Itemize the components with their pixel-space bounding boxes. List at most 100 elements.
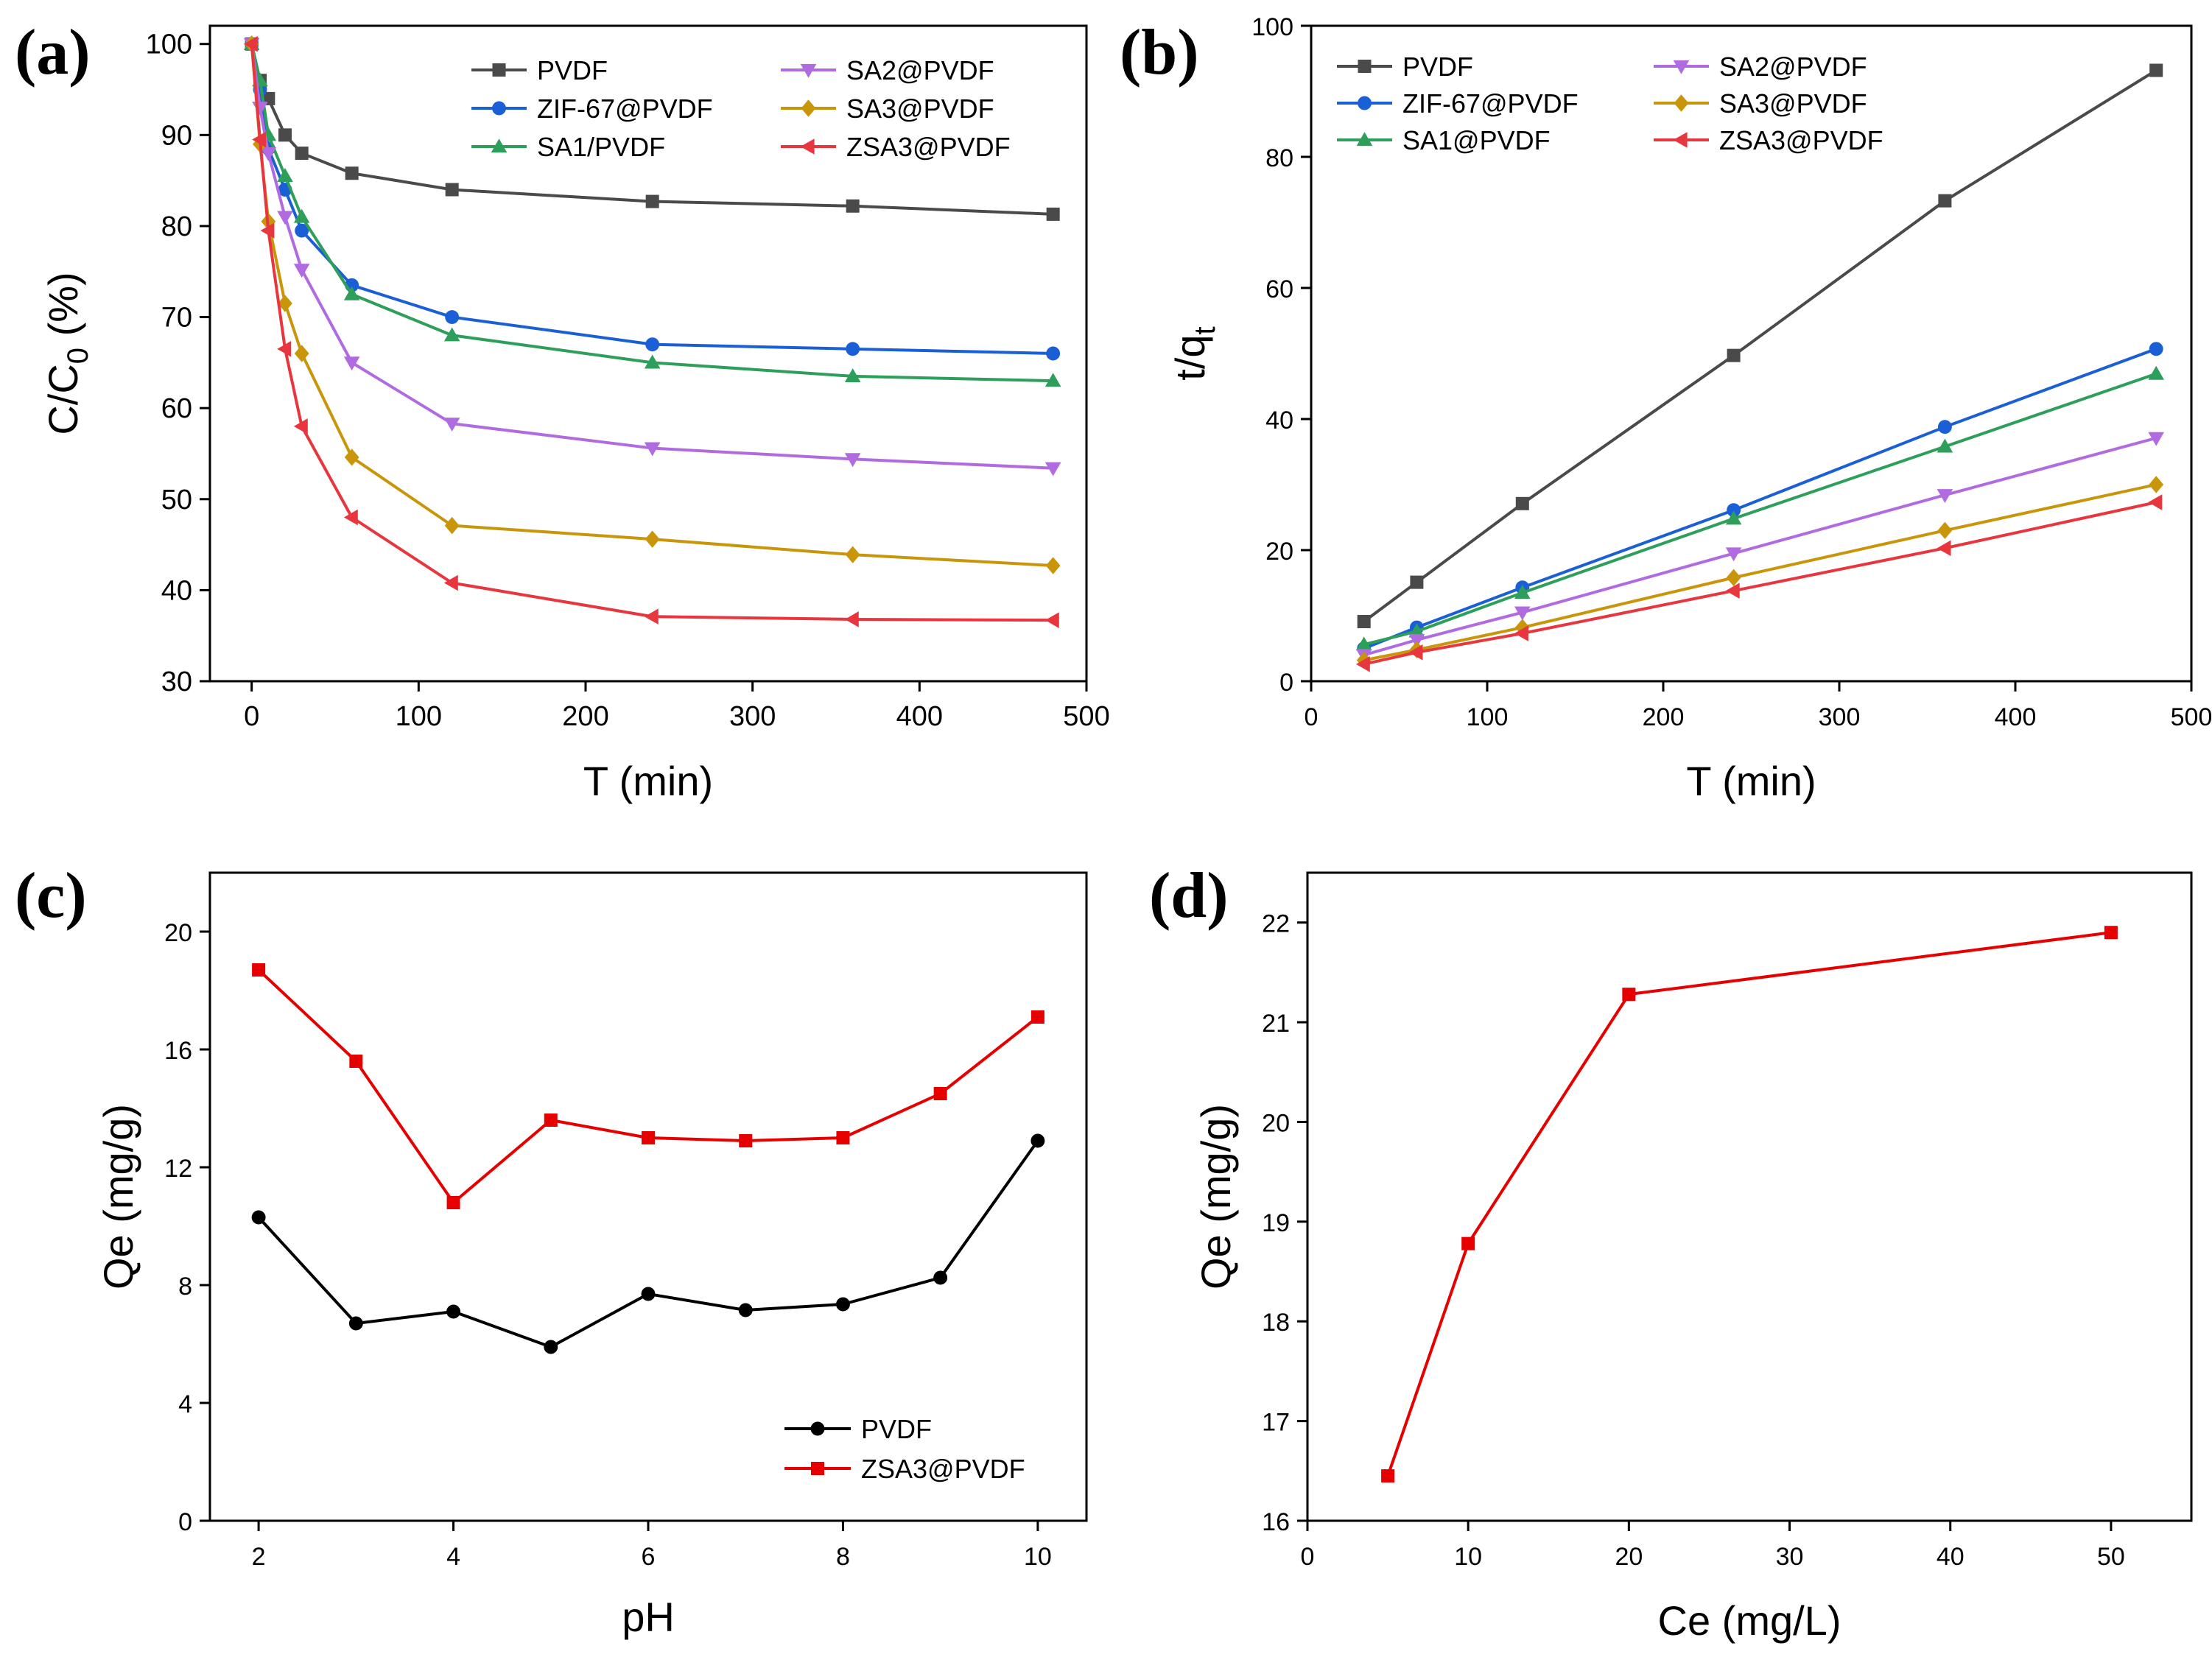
- panel-b-series-sa1-pvdf-point: [1937, 438, 1953, 453]
- panel-b-series-zif-67-pvdf-point: [1727, 503, 1741, 518]
- panel-c-series-pvdf-point: [544, 1340, 558, 1354]
- panel-b-series-sa3-pvdf-point: [1937, 521, 1953, 539]
- panel-b-xtick-label: 0: [1305, 703, 1319, 731]
- panel-b-series-sa3-pvdf-point: [1726, 569, 1741, 587]
- panel-a-series-pvdf-point: [645, 194, 659, 208]
- panel-a-series-zsa3-pvdf-point: [277, 341, 292, 357]
- panel-b-frame: [1310, 24, 2193, 683]
- panel-b-series-sa2-pvdf-point: [1725, 547, 1742, 562]
- panel-a-series-zsa3-pvdf-point: [844, 611, 859, 627]
- panel-c-series-zsa3-pvdf-point: [642, 1131, 655, 1144]
- panel-a-series-sa1-pvdf-point: [293, 208, 310, 223]
- panel-b-legend-zsa3-pvdf-marker: [1673, 132, 1688, 148]
- panel-b-series-zsa3-pvdf-point: [1408, 644, 1423, 661]
- panel-a-legend-sa3-pvdf-label: SA3@PVDF: [846, 94, 994, 124]
- panel-c-legend-pvdf-marker: [810, 1421, 825, 1436]
- panel-a-series-sa3-pvdf-point: [344, 448, 359, 466]
- panel-a-y-axis-label-main: C/C: [40, 364, 86, 435]
- panel-c-ytick-label: 0: [178, 1508, 192, 1536]
- panel-a-series-sa1-pvdf-point: [844, 368, 861, 383]
- panel-b-series-pvdf-point: [1357, 615, 1371, 629]
- panel-b-series-sa2-pvdf-point: [1514, 606, 1531, 621]
- panel-b-letter: (b): [1120, 17, 1199, 88]
- panel-d: (d) 0 10 20 30 40 50 16 17 18 19 20 21 22 Ce (mg/L) Qe …: [1149, 860, 2193, 1644]
- panel-a-series-pvdf-point: [295, 147, 309, 161]
- panel-b-ytick-label: 80: [1265, 144, 1293, 172]
- panel-b-x-axis-label: T (min): [1686, 758, 1816, 804]
- panel-c-series-zsa3-pvdf-point: [544, 1114, 558, 1127]
- panel-a-series-zsa3-pvdf-line: [250, 43, 1053, 622]
- panel-b-series-zif-67-pvdf-point: [2149, 342, 2163, 356]
- panel-a-y-axis-label-sub: 0: [62, 348, 94, 364]
- panel-b-series-pvdf-point: [1410, 575, 1424, 589]
- panel-d-ytick-label: 17: [1262, 1409, 1290, 1437]
- panel-d-series-zsa3-pvdf-line: [1386, 931, 2112, 1477]
- panel-b-series-zif-67-pvdf-line: [1363, 347, 2157, 650]
- panel-b-legend-sa3-pvdf-marker: [1674, 94, 1689, 112]
- panel-d-xtick-label: 50: [2097, 1543, 2125, 1571]
- panel-c-xtick-label: 6: [642, 1543, 656, 1571]
- panel-b-series-sa3-pvdf-line: [1363, 483, 2157, 662]
- panel-c-ytick-label: 16: [164, 1037, 192, 1065]
- panel-d-xtick-label: 10: [1454, 1543, 1482, 1571]
- panel-d-series-zsa3-pvdf-point: [2104, 926, 2118, 940]
- panel-b-ytick-label: 40: [1265, 407, 1293, 435]
- panel-c-series-pvdf-point: [835, 1297, 850, 1312]
- panel-b-xtick-label: 500: [2171, 703, 2212, 731]
- panel-a-series-zif-67-pvdf-point: [846, 342, 860, 356]
- panel-b-ytick-label: 60: [1265, 275, 1293, 303]
- panel-a-series-zsa3-pvdf-point: [644, 608, 659, 625]
- panel-c-series-zsa3-pvdf-point: [349, 1055, 363, 1068]
- panel-c-legend-pvdf-label: PVDF: [861, 1414, 932, 1444]
- panel-a-ytick-label: 60: [161, 393, 192, 424]
- panel-a-series-sa3-pvdf-point: [294, 345, 309, 362]
- panel-c-series-pvdf-point: [251, 1210, 266, 1225]
- panel-b-ytick-label: 100: [1251, 13, 1293, 41]
- panel-b-y-axis-label-sub: t: [1189, 326, 1221, 334]
- panel-a-ytick-label: 30: [161, 666, 192, 697]
- panel-c-series-pvdf-point: [348, 1316, 363, 1331]
- panel-a-series-sa3-pvdf-point: [645, 530, 660, 548]
- panel-a-legend-pvdf-label: PVDF: [537, 55, 608, 85]
- panel-d-frame: [1306, 871, 2193, 1522]
- panel-c-ytick-label: 20: [164, 919, 192, 947]
- panel-b-series-sa2-pvdf-point: [1937, 489, 1953, 504]
- panel-d-series-zsa3-pvdf-point: [1461, 1236, 1475, 1250]
- panel-a-series-sa1-pvdf-point: [343, 286, 360, 300]
- panel-a-legend-zif-67-pvdf-marker: [492, 101, 506, 116]
- panel-d-letter: (d): [1149, 860, 1229, 932]
- panel-a-series-zsa3-pvdf-point: [1044, 612, 1059, 628]
- panel-a-legend-sa1-pvdf-marker: [491, 138, 508, 153]
- panel-b-series-sa1-pvdf-point: [1355, 636, 1372, 651]
- panel-d-series-zsa3-pvdf-point: [1381, 1469, 1395, 1483]
- panel-a-xtick-label: 300: [729, 701, 776, 732]
- panel-c-y-axis-label: Qe (mg/g): [95, 1104, 141, 1290]
- panel-b-series-pvdf-point: [1515, 496, 1529, 510]
- panel-a-series-sa2-pvdf-point: [644, 442, 661, 457]
- panel-b-series-sa1-pvdf-point: [1725, 510, 1742, 525]
- panel-c-legend-zsa3-pvdf-marker: [811, 1462, 824, 1475]
- panel-a-x-axis-label: T (min): [583, 758, 713, 804]
- panel-a-y-axis-label: C/C0 (%): [40, 272, 94, 435]
- panel-d-xtick-label: 30: [1776, 1543, 1804, 1571]
- panel-b-series-sa3-pvdf-point: [2149, 476, 2164, 493]
- panel-c-series-pvdf-point: [641, 1287, 656, 1301]
- panel-a-series-sa3-pvdf-point: [1045, 557, 1061, 574]
- panel-b-series-pvdf-point: [1727, 348, 1741, 362]
- panel-c-series-zsa3-pvdf-point: [836, 1131, 850, 1144]
- panel-b-series-zsa3-pvdf-point: [2148, 494, 2163, 510]
- panel-d-ytick-label: 22: [1262, 910, 1290, 938]
- panel-b-series-zsa3-pvdf-point: [1355, 656, 1370, 672]
- panel-a-series-pvdf-point: [846, 199, 860, 213]
- panel-a-series-sa3-pvdf-point: [845, 546, 860, 563]
- panel-d-ytick-label: 18: [1262, 1309, 1290, 1337]
- panel-a-letter: (a): [15, 17, 91, 88]
- panel-b-series-zsa3-pvdf-point: [1937, 540, 1951, 557]
- panel-a-ytick-label: 70: [161, 303, 192, 334]
- panel-a-ytick-label: 100: [146, 29, 192, 60]
- panel-a-frame: [208, 24, 1088, 683]
- panel-a-series-sa3-pvdf-point: [444, 516, 460, 535]
- panel-c-xtick-label: 2: [252, 1543, 266, 1571]
- panel-a-legend-zif-67-pvdf-label: ZIF-67@PVDF: [537, 94, 713, 124]
- panel-a-legend-zsa3-pvdf-label: ZSA3@PVDF: [846, 132, 1011, 162]
